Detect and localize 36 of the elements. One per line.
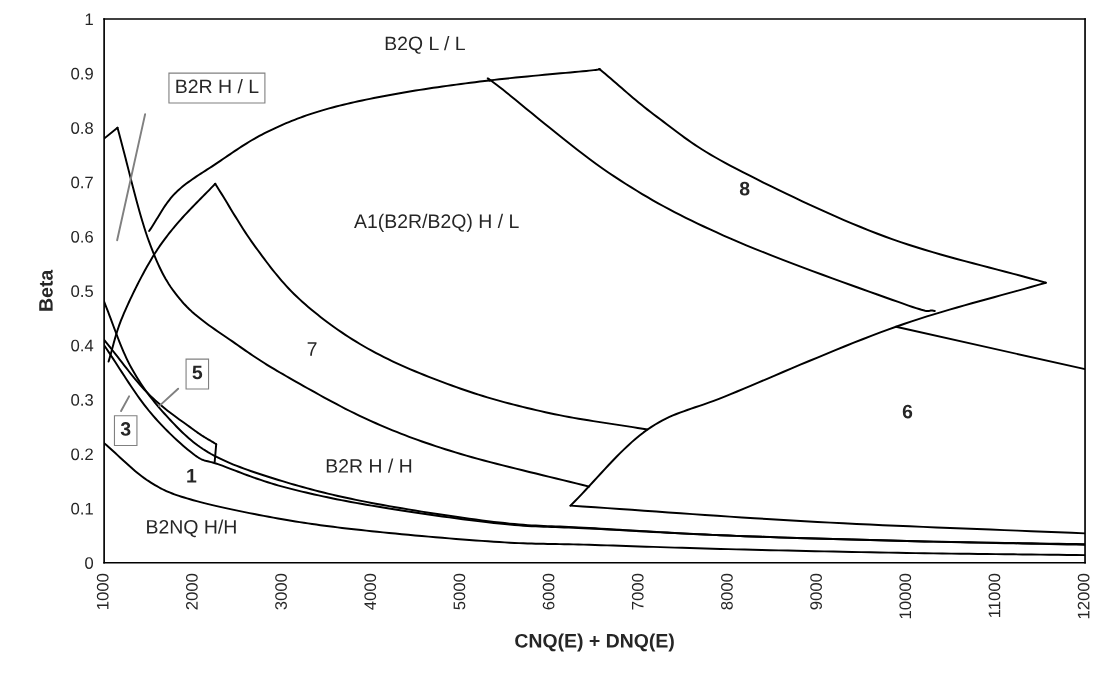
x-tick-label: 4000 [364, 573, 377, 610]
y-tick-label: 0.6 [71, 230, 93, 243]
x-tick-label: 10000 [899, 573, 912, 619]
annotation: 6 [902, 404, 913, 419]
y-tick-label: 0.9 [71, 67, 93, 80]
y-axis-title: Beta [39, 269, 53, 311]
y-tick-label: 0.5 [71, 285, 94, 298]
x-tick-label: 9000 [810, 573, 822, 610]
x-tick-label: 1000 [96, 573, 109, 609]
y-tick-label: 0.2 [71, 448, 93, 461]
x-tick-label: 2000 [185, 573, 198, 610]
x-tick-label: 7000 [631, 573, 644, 610]
annotation: B2R H / H [326, 458, 412, 473]
annotation: 3 [120, 422, 131, 436]
x-tick-label: 3000 [275, 573, 287, 610]
x-tick-label: 8000 [721, 573, 733, 610]
y-tick-label: 0.4 [71, 339, 94, 352]
annotation: 1 [187, 469, 197, 483]
annotation: 8 [739, 181, 750, 196]
y-tick-label: 0.8 [71, 122, 93, 134]
x-tick-label: 12000 [1077, 573, 1090, 619]
annotation: B2Q L / L [385, 36, 465, 54]
x-tick-label: 5000 [453, 573, 466, 610]
y-tick-label: 0.1 [71, 502, 93, 515]
annotation: B2R H / L [176, 78, 259, 94]
x-tick-label: 6000 [542, 573, 555, 610]
annotation: B2NQ H/H [147, 519, 236, 538]
annotation: 5 [192, 365, 203, 380]
y-tick-label: 0 [85, 557, 94, 569]
annotation: A1(B2R/B2Q) H / L [354, 213, 519, 232]
annotation: 7 [307, 342, 317, 356]
y-tick-label: 0.3 [71, 394, 93, 406]
x-tick-label: 11000 [988, 573, 1001, 617]
y-tick-label: 1 [85, 13, 93, 26]
y-tick-label: 0.7 [71, 176, 93, 189]
x-axis-title: CNQ(E) + DNQ(E) [515, 633, 674, 652]
